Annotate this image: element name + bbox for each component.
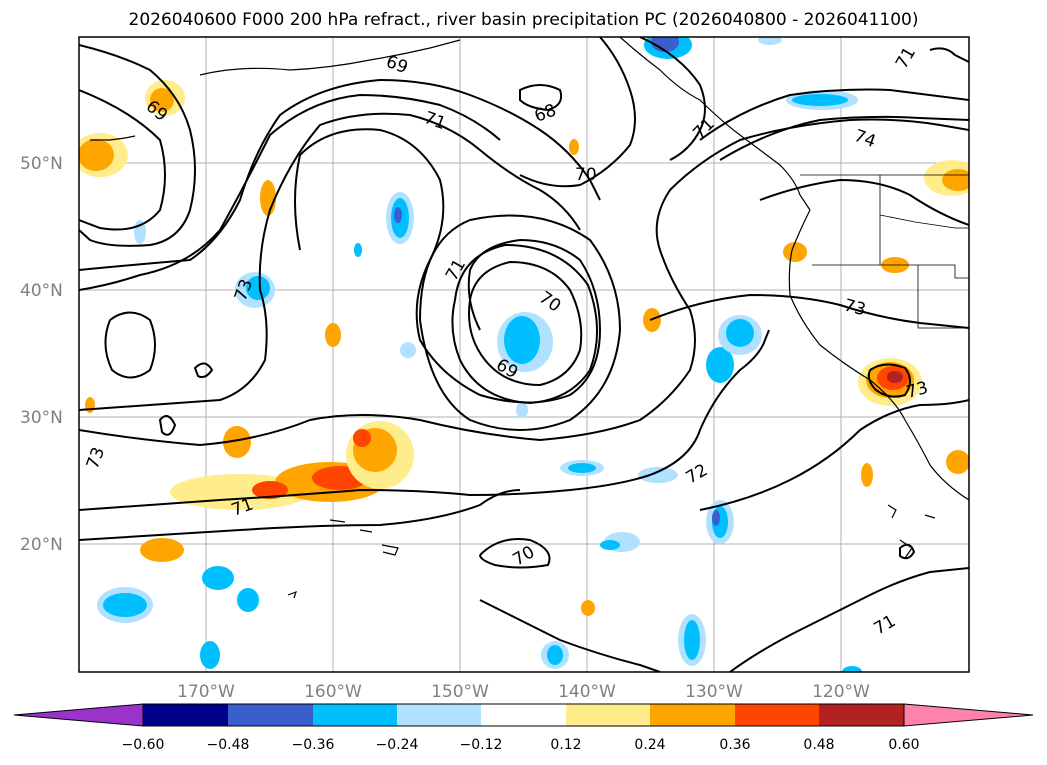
colorbar-segment <box>397 704 481 726</box>
colorbar: −0.60 −0.48 −0.36 −0.24 −0.12 0.12 0.24 … <box>13 703 1034 753</box>
pc-negative-area <box>600 540 620 550</box>
colorbar-tick: 0.36 <box>719 737 750 753</box>
lon-label-150w: 150°W <box>431 682 489 702</box>
graticule <box>79 37 969 672</box>
pc-negative-area <box>516 402 528 418</box>
contour-label: 70 <box>575 165 597 185</box>
pc-negative-area <box>758 37 782 45</box>
pc-positive-area <box>140 538 184 562</box>
colorbar-tick: 0.12 <box>550 737 581 753</box>
pc-negative-area <box>394 207 402 223</box>
pc-positive-area <box>861 463 873 487</box>
colorbar-tick: 0.24 <box>634 737 665 753</box>
colorbar-extend-right <box>903 703 1034 727</box>
colorbar-tick: −0.12 <box>460 737 503 753</box>
refractivity-contours <box>79 37 969 672</box>
pc-positive-area <box>783 242 807 262</box>
colorbar-segment <box>313 704 397 726</box>
pc-negative-area <box>842 666 862 672</box>
colorbar-tick: −0.48 <box>207 737 250 753</box>
colorbar-extend-left <box>13 703 144 727</box>
pc-positive-area <box>942 169 969 191</box>
pc-positive-area <box>353 429 371 447</box>
pc-positive-area <box>85 397 95 413</box>
colorbar-segment <box>481 704 566 726</box>
colorbar-tick: −0.60 <box>122 737 165 753</box>
colorbar-segment <box>819 704 904 726</box>
colorbar-segment <box>735 704 819 726</box>
pc-negative-area <box>638 467 678 483</box>
pc-negative-area <box>103 593 147 617</box>
colorbar-tick: −0.36 <box>292 737 335 753</box>
colorbar-segment <box>228 704 313 726</box>
pc-negative-area <box>651 37 679 52</box>
colorbar-segment <box>650 704 735 726</box>
colorbar-tick: −0.24 <box>376 737 419 753</box>
lon-label-170w: 170°W <box>177 682 235 702</box>
pc-positive-area <box>79 139 114 171</box>
coastlines <box>90 37 969 599</box>
pc-positive-area <box>946 450 969 474</box>
colorbar-outline <box>142 703 905 727</box>
pc-negative-area <box>726 319 754 347</box>
pc-positive-area <box>150 88 174 112</box>
pc-negative-area <box>568 463 596 473</box>
pc-negative-area <box>354 243 362 257</box>
lon-label-160w: 160°W <box>304 682 362 702</box>
colorbar-segment <box>566 704 650 726</box>
pc-negative-area <box>706 347 734 383</box>
pc-negative-area <box>547 645 563 665</box>
colorbar-tick: 0.60 <box>888 737 919 753</box>
lat-label-40n: 40°N <box>20 281 63 301</box>
pc-negative-area <box>200 641 220 669</box>
lat-label-30n: 30°N <box>20 408 63 428</box>
lat-label-50n: 50°N <box>20 154 63 174</box>
pc-positive-area <box>260 180 276 216</box>
pc-negative-area <box>202 566 234 590</box>
colorbar-segment <box>143 704 228 726</box>
lon-label-140w: 140°W <box>558 682 616 702</box>
lat-label-20n: 20°N <box>20 535 63 555</box>
map-frame <box>78 36 970 673</box>
pc-positive-area <box>325 323 341 347</box>
lon-label-130w: 130°W <box>685 682 743 702</box>
pc-positive-area <box>569 139 579 155</box>
pc-positive-area <box>223 426 251 458</box>
colorbar-tick: 0.48 <box>803 737 834 753</box>
pc-negative-area <box>246 276 270 300</box>
pc-positive-area <box>887 371 903 383</box>
political-borders <box>800 174 969 329</box>
pc-negative-area <box>237 588 259 612</box>
pc-positive-area <box>252 481 288 499</box>
map-title: 2026040600 F000 200 hPa refract., river … <box>128 10 919 30</box>
pc-negative-area <box>400 342 416 358</box>
pc-negative-area <box>684 620 700 660</box>
pc-negative-area <box>712 510 720 526</box>
pc-negative-area <box>792 94 848 106</box>
pc-positive-area <box>581 600 595 616</box>
lon-label-120w: 120°W <box>812 682 870 702</box>
pc-negative-area <box>504 316 540 364</box>
